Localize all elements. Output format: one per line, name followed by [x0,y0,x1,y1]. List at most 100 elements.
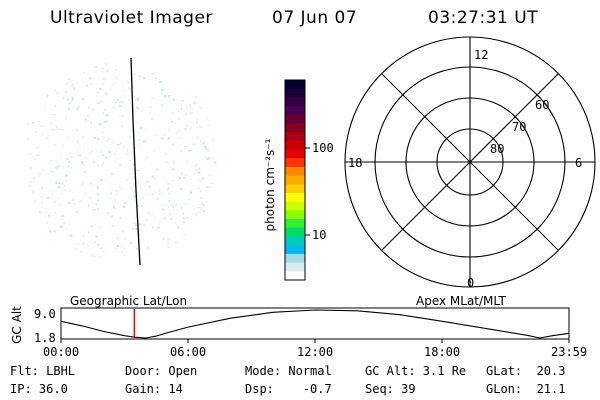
uv-speckle [143,76,146,80]
uv-speckle [171,222,173,225]
uv-speckle [56,92,58,95]
uv-speckle [63,143,65,146]
uv-speckle [111,225,114,227]
uv-speckle [139,206,143,208]
uv-speckle [116,244,119,248]
uv-speckle [117,99,120,101]
uv-speckle [189,191,193,194]
uv-speckle [60,218,64,220]
uv-speckle [194,168,196,171]
uv-speckle [213,160,217,163]
polar-label-lat-80: 80 [490,142,505,156]
uv-speckle [170,218,173,220]
uv-speckle [138,75,142,77]
uv-speckle [92,255,96,258]
uv-speckle [58,182,61,185]
polar-label-mlt-0: 0 [467,276,475,290]
uv-speckle [53,200,56,204]
uv-speckle [182,234,186,235]
terminator-line [130,57,141,266]
uv-speckle [27,122,30,126]
uv-speckle [115,248,118,250]
uv-speckle [195,170,199,173]
uv-speckle [184,203,187,206]
uv-speckle [191,111,195,114]
uv-speckle [156,197,159,200]
uv-speckle [177,109,180,112]
uv-speckle [161,88,164,91]
uv-speckle [121,124,123,127]
uv-speckle [70,156,73,158]
uv-speckle [111,173,114,176]
uv-speckle [55,159,57,162]
uv-speckle [208,174,211,178]
uv-speckle [195,118,198,121]
uv-speckle [40,133,43,135]
uv-speckle [152,175,156,177]
uv-speckle [175,154,177,156]
status-filter: Flt: LBHL [10,364,76,378]
uv-speckle [111,141,113,144]
uv-speckle [132,172,134,175]
uv-speckle [37,170,40,173]
uv-speckle [49,190,51,192]
uv-speckle [118,184,120,187]
uv-speckle [195,213,198,216]
uv-speckle [179,176,181,180]
uv-speckle [141,109,144,112]
uv-speckle [89,197,92,200]
uv-speckle [71,165,73,169]
uv-speckle [42,168,45,171]
uv-speckle [32,190,34,194]
uv-speckle [40,196,43,198]
uv-speckle [153,150,155,153]
uv-speckle [33,199,37,202]
uv-speckle [120,247,123,249]
uv-speckle [128,176,131,178]
uv-speckle [41,187,43,190]
uv-speckle [129,160,131,162]
uv-speckle [77,106,80,109]
uv-speckle [167,162,170,165]
uv-speckle [62,182,64,185]
uv-speckle [115,189,118,193]
uv-speckle [167,242,170,244]
status-gc-alt: GC Alt: 3.1 Re [365,364,467,378]
uv-speckle [122,144,126,147]
uv-speckle [65,116,67,119]
uv-speckle [187,150,191,152]
uv-speckle [149,106,152,108]
uv-speckle [161,92,163,95]
uv-speckle [99,247,103,249]
uv-speckle [142,197,144,200]
uv-speckle [174,122,176,125]
uv-speckle [96,164,100,167]
uv-speckle [199,197,203,199]
uv-speckle [100,150,104,152]
uv-speckle [102,77,106,80]
alt-plot-right-title: Apex MLat/MLT [416,294,506,308]
uv-speckle [59,225,63,228]
uv-speckle [168,192,171,195]
uv-speckle [186,105,188,108]
uv-speckle [149,187,152,189]
uv-speckle [135,106,138,108]
uv-speckle [184,127,188,131]
uv-speckle [110,192,112,195]
uv-speckle [36,154,39,157]
uv-speckle [133,73,136,75]
uv-speckle [43,215,45,217]
uv-speckle [118,236,122,238]
uv-speckle [182,212,185,215]
uv-speckle [36,172,39,174]
uv-speckle [90,225,94,228]
uv-speckle [47,196,50,199]
uv-speckle [64,91,68,94]
uv-speckle [120,142,122,145]
uv-speckle [49,169,51,172]
uv-speckle [49,230,52,233]
uv-speckle [101,131,104,133]
uv-speckle [115,193,119,196]
alt-plot-xtick-3: 18:00 [424,345,461,359]
uv-speckle [196,121,198,124]
